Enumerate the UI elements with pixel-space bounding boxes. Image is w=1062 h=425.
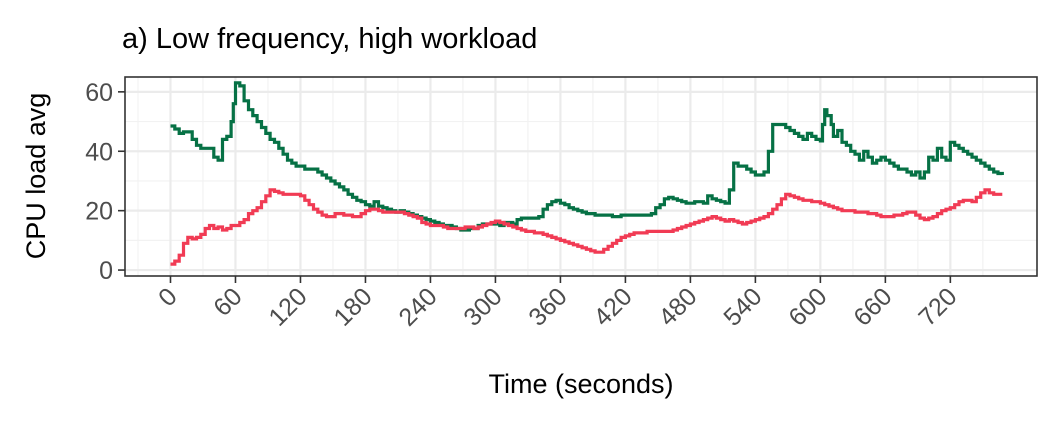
x-axis-title: Time (seconds) xyxy=(488,369,673,399)
x-tick-label: 300 xyxy=(458,282,507,331)
x-axis: 0 60 120 180 240 300 360 420 480 540 600 660 720 xyxy=(153,276,963,332)
x-tick-label: 420 xyxy=(588,282,637,331)
series-line-1 xyxy=(170,81,1004,232)
grid-minor xyxy=(125,77,1037,276)
chart-title: a) Low frequency, high workload xyxy=(122,23,537,55)
panel-border xyxy=(124,76,1038,277)
y-tick-label: 40 xyxy=(85,138,113,166)
series-line-2 xyxy=(170,188,1003,266)
y-tick-label: 0 xyxy=(99,257,113,285)
y-tick-label: 60 xyxy=(85,79,113,107)
y-axis-title: CPU load avg xyxy=(21,93,51,260)
x-tick-label: 360 xyxy=(523,282,572,331)
x-tick-label: 0 xyxy=(153,282,183,312)
x-tick-label: 660 xyxy=(848,282,897,331)
x-tick-label: 120 xyxy=(263,282,312,331)
y-tick-label: 20 xyxy=(85,198,113,226)
series-layer xyxy=(170,81,1004,266)
x-tick-label: 480 xyxy=(653,282,702,331)
x-tick-label: 720 xyxy=(913,282,962,331)
x-tick-label: 240 xyxy=(393,282,442,331)
x-tick-label: 600 xyxy=(783,282,832,331)
grid-major xyxy=(125,77,1037,276)
x-tick-label: 180 xyxy=(328,282,377,331)
x-tick-label: 540 xyxy=(718,282,767,331)
x-tick-label: 60 xyxy=(208,282,247,321)
y-axis: 0 20 40 60 xyxy=(85,79,125,285)
